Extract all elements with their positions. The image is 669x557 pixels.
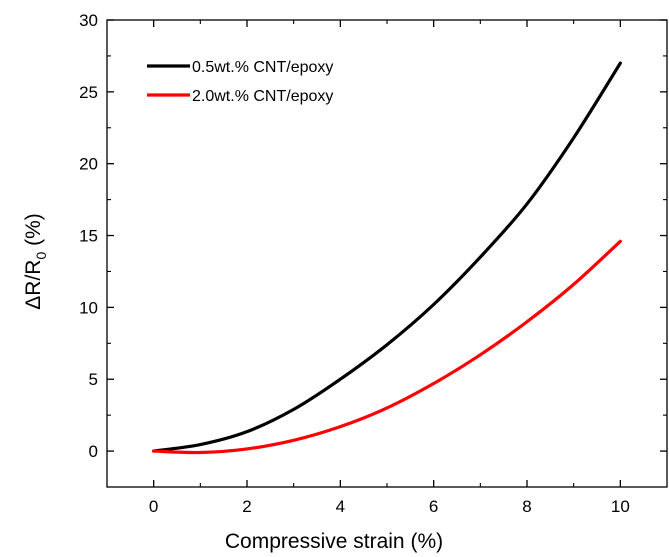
y-axis-ticks: 0 5 10 15 20 25 30 (79, 11, 667, 461)
series-lines (152, 61, 622, 455)
y-tick-label: 25 (79, 83, 98, 102)
legend-label-1: 0.5wt.% CNT/epoxy (192, 59, 333, 76)
x-tick-label: 4 (336, 497, 345, 516)
series-line-2 (152, 239, 622, 455)
y-axis-title-main: ΔR/R (22, 260, 45, 310)
y-axis-title-unit: (%) (22, 213, 45, 252)
plot-frame (106, 19, 668, 488)
y-axis-title: ΔR/R0 (%) (22, 213, 49, 310)
y-tick-label: 5 (89, 370, 98, 389)
legend: 0.5wt.% CNT/epoxy 2.0wt.% CNT/epoxy (147, 59, 333, 105)
legend-label-2: 2.0wt.% CNT/epoxy (192, 88, 333, 105)
x-tick-label: 6 (429, 497, 438, 516)
x-tick-label: 10 (611, 497, 630, 516)
y-tick-label: 15 (79, 227, 98, 246)
x-axis-ticks: 0 2 4 6 8 10 (149, 20, 630, 516)
y-tick-label: 20 (79, 155, 98, 174)
x-tick-label: 0 (149, 497, 158, 516)
x-tick-label: 8 (522, 497, 531, 516)
series-line-1 (152, 61, 622, 453)
y-tick-label: 10 (79, 298, 98, 317)
x-tick-label: 2 (242, 497, 251, 516)
y-axis-title-subscript: 0 (33, 252, 49, 260)
y-tick-label: 0 (89, 442, 98, 461)
y-tick-label: 30 (79, 11, 98, 30)
x-axis-title: Compressive strain (%) (225, 530, 443, 553)
